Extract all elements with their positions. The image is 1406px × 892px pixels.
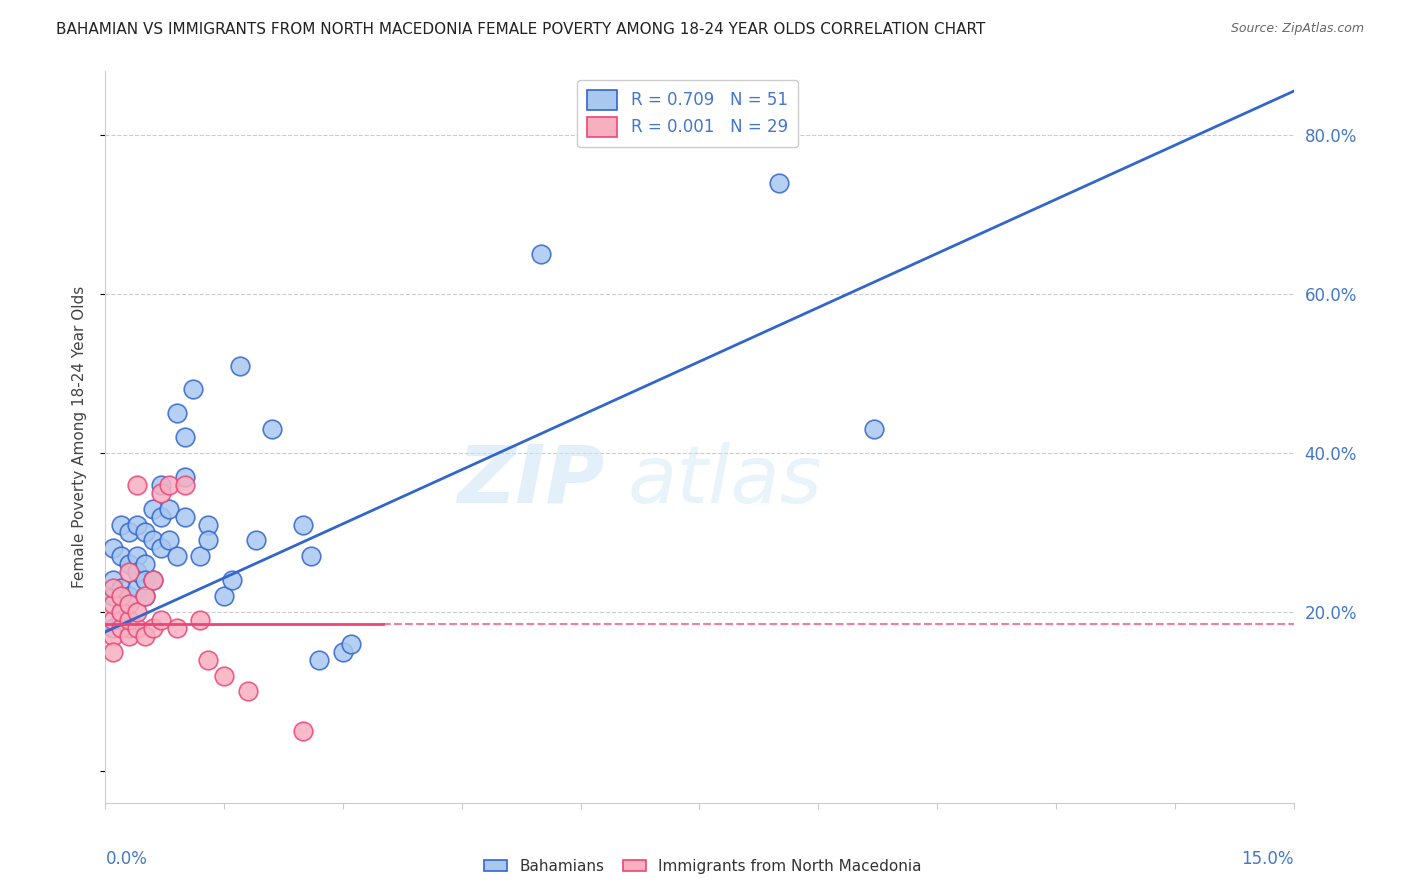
Point	[134, 573, 156, 587]
Point	[110, 581, 132, 595]
Point	[103, 645, 125, 659]
Point	[134, 558, 156, 572]
Point	[118, 621, 141, 635]
Text: ZIP: ZIP	[457, 442, 605, 520]
Point	[127, 477, 149, 491]
Point	[245, 533, 267, 548]
Point	[103, 597, 125, 611]
Point	[768, 176, 790, 190]
Point	[110, 517, 132, 532]
Point	[190, 549, 212, 564]
Point	[110, 613, 132, 627]
Point	[142, 573, 165, 587]
Point	[197, 653, 219, 667]
Point	[118, 613, 141, 627]
Point	[110, 605, 132, 619]
Point	[197, 517, 219, 532]
Point	[214, 668, 236, 682]
Point	[127, 566, 149, 580]
Point	[110, 589, 132, 603]
Point	[340, 637, 363, 651]
Point	[127, 605, 149, 619]
Point	[181, 383, 204, 397]
Point	[127, 517, 149, 532]
Point	[134, 589, 156, 603]
Point	[299, 549, 322, 564]
Point	[157, 533, 180, 548]
Point	[127, 621, 149, 635]
Text: 15.0%: 15.0%	[1241, 850, 1294, 868]
Point	[157, 501, 180, 516]
Text: Source: ZipAtlas.com: Source: ZipAtlas.com	[1230, 22, 1364, 36]
Point	[149, 485, 172, 500]
Point	[127, 549, 149, 564]
Point	[103, 613, 125, 627]
Point	[173, 477, 195, 491]
Point	[229, 359, 252, 373]
Point	[190, 613, 212, 627]
Point	[118, 566, 141, 580]
Text: 0.0%: 0.0%	[105, 850, 148, 868]
Point	[197, 533, 219, 548]
Point	[103, 621, 125, 635]
Point	[308, 653, 330, 667]
Point	[332, 645, 354, 659]
Legend: Bahamians, Immigrants from North Macedonia: Bahamians, Immigrants from North Macedon…	[478, 853, 928, 880]
Point	[103, 573, 125, 587]
Point	[149, 509, 172, 524]
Point	[173, 509, 195, 524]
Point	[166, 406, 188, 420]
Point	[142, 501, 165, 516]
Point	[149, 541, 172, 556]
Point	[292, 724, 315, 739]
Point	[157, 477, 180, 491]
Point	[173, 470, 195, 484]
Point	[127, 581, 149, 595]
Legend: R = 0.709   N = 51, R = 0.001   N = 29: R = 0.709 N = 51, R = 0.001 N = 29	[578, 79, 797, 147]
Point	[530, 247, 553, 261]
Point	[166, 621, 188, 635]
Point	[862, 422, 884, 436]
Point	[118, 525, 141, 540]
Point	[118, 629, 141, 643]
Point	[149, 477, 172, 491]
Point	[103, 629, 125, 643]
Point	[103, 581, 125, 595]
Point	[134, 629, 156, 643]
Text: atlas: atlas	[628, 442, 823, 520]
Point	[134, 525, 156, 540]
Point	[134, 589, 156, 603]
Point	[221, 573, 243, 587]
Y-axis label: Female Poverty Among 18-24 Year Olds: Female Poverty Among 18-24 Year Olds	[72, 286, 87, 588]
Point	[118, 597, 141, 611]
Point	[110, 549, 132, 564]
Point	[166, 549, 188, 564]
Point	[110, 621, 132, 635]
Point	[260, 422, 283, 436]
Text: BAHAMIAN VS IMMIGRANTS FROM NORTH MACEDONIA FEMALE POVERTY AMONG 18-24 YEAR OLDS: BAHAMIAN VS IMMIGRANTS FROM NORTH MACEDO…	[56, 22, 986, 37]
Point	[118, 589, 141, 603]
Point	[110, 605, 132, 619]
Point	[142, 573, 165, 587]
Point	[292, 517, 315, 532]
Point	[173, 430, 195, 444]
Point	[149, 613, 172, 627]
Point	[142, 533, 165, 548]
Point	[236, 684, 259, 698]
Point	[103, 589, 125, 603]
Point	[103, 541, 125, 556]
Point	[118, 558, 141, 572]
Point	[214, 589, 236, 603]
Point	[142, 621, 165, 635]
